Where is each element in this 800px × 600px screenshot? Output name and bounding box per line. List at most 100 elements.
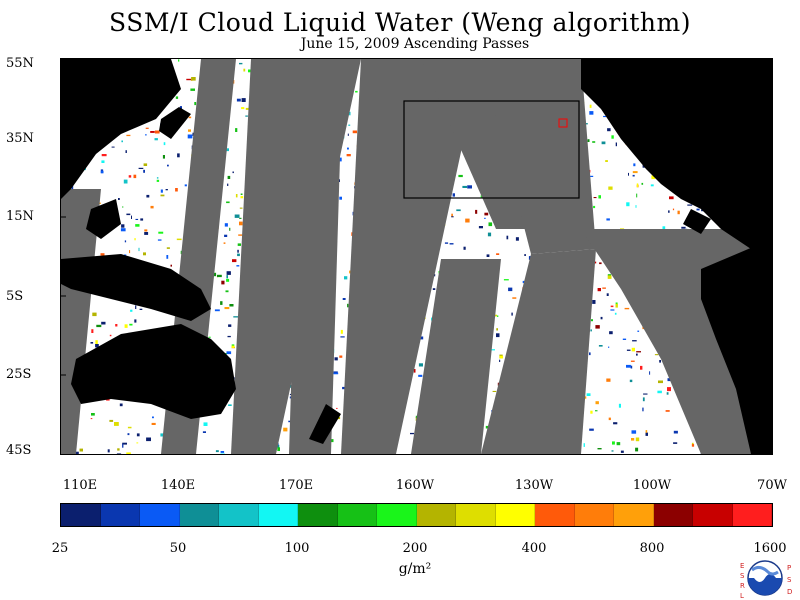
cloud-pixel [512, 297, 517, 299]
cloud-pixel [614, 312, 617, 315]
cloud-pixel [355, 90, 358, 93]
land-masses [61, 59, 772, 454]
logo-letter: E [740, 562, 744, 570]
colorbar-swatch [377, 504, 417, 526]
cloud-pixel [595, 325, 600, 329]
cloud-pixel [342, 298, 346, 300]
cloud-pixel [71, 185, 74, 190]
cloud-pixel [673, 442, 678, 444]
lat-label: 55N [6, 56, 34, 71]
cloud-pixel [346, 154, 351, 157]
cloud-pixel [349, 270, 351, 274]
cloud-pixel [499, 359, 501, 362]
cloud-pixel [632, 340, 637, 342]
cloud-pixel [226, 351, 232, 355]
cloud-pixel [175, 96, 179, 99]
cloud-pixel [598, 195, 601, 199]
cloud-pixel [120, 228, 126, 232]
cloud-pixel [677, 210, 680, 215]
cloud-pixel [497, 382, 499, 386]
cloud-pixel [635, 447, 639, 452]
colorbar-tick-label: 100 [284, 541, 310, 556]
cloud-pixel [150, 205, 154, 209]
cloud-pixel [177, 153, 180, 158]
cloud-pixel [672, 208, 675, 211]
cloud-pixel [488, 222, 493, 227]
cloud-pixel [188, 116, 192, 119]
cloud-pixel [236, 265, 240, 267]
swath-gap [481, 59, 596, 254]
cloud-pixel [589, 104, 592, 108]
cloud-pixel [630, 360, 635, 362]
cloud-pixel [91, 413, 95, 416]
cloud-pixel [241, 98, 246, 102]
cloud-pixel [151, 422, 156, 425]
cloud-pixel [128, 175, 132, 178]
cloud-pixel [243, 68, 246, 72]
cloud-pixel [180, 250, 183, 255]
cloud-pixel [610, 309, 615, 311]
cloud-pixel [643, 393, 648, 395]
cloud-pixel [645, 432, 648, 436]
cloud-pixel [609, 331, 613, 335]
cloud-pixel [170, 264, 172, 267]
cloud-pixel [224, 234, 228, 237]
cloud-pixel [227, 335, 231, 338]
cloud-pixel [191, 77, 196, 81]
cloud-pixel [606, 218, 610, 221]
cloud-pixel [226, 201, 230, 204]
cloud-pixel [492, 390, 497, 392]
cloud-pixel [658, 380, 663, 384]
cloud-pixel [74, 451, 79, 454]
cloud-pixel [667, 387, 671, 392]
cloud-pixel [413, 369, 416, 373]
cloud-pixel [226, 278, 230, 282]
cloud-pixel [140, 218, 144, 221]
logo-letter: P [787, 564, 791, 572]
cloud-pixel [118, 198, 120, 200]
cloud-pixel [160, 189, 163, 193]
cloud-pixel [178, 59, 180, 62]
cloud-pixel [107, 449, 110, 453]
cloud-pixel [127, 433, 130, 436]
cloud-pixel [336, 407, 338, 409]
cloud-pixel [239, 217, 242, 219]
cloud-pixel [329, 439, 334, 443]
cloud-pixel [154, 130, 160, 134]
colorbar-swatch [100, 504, 140, 526]
cloud-pixel [607, 275, 612, 279]
colorbar-swatch [219, 504, 259, 526]
cloud-pixel [90, 342, 94, 344]
cloud-pixel [238, 234, 243, 236]
cloud-pixel [499, 355, 504, 359]
cloud-pixel [129, 323, 133, 326]
map-subtitle: June 15, 2009 Ascending Passes [300, 36, 530, 52]
cloud-pixel [615, 303, 618, 308]
cloud-pixel [615, 302, 618, 305]
cloud-pixel [111, 146, 115, 148]
colorbar-swatch [535, 504, 575, 526]
cloud-pixel [116, 453, 122, 454]
cloud-pixel [626, 202, 630, 207]
cloud-pixel [235, 194, 238, 198]
cloud-pixel [485, 425, 490, 429]
cloud-pixel [157, 239, 162, 241]
cloud-pixel [90, 418, 93, 420]
cloud-pixel [631, 347, 635, 352]
cloud-pixel [458, 174, 463, 178]
cloud-pixel [234, 214, 240, 218]
cloud-pixel [176, 238, 182, 241]
cloud-pixel [245, 115, 248, 117]
cloud-pixel [96, 324, 102, 328]
cloud-pixel [420, 336, 424, 340]
cloud-pixel [232, 171, 234, 174]
swath-gap [341, 59, 481, 454]
cloud-pixel [239, 207, 243, 209]
axis-ticks [61, 137, 66, 376]
colorbar-tick-label: 200 [402, 541, 428, 556]
cloud-pixel [334, 357, 338, 361]
cloud-pixel [121, 224, 125, 228]
lon-label: 140E [160, 478, 196, 493]
cloud-pixel [135, 305, 137, 309]
land-central-america [683, 209, 711, 234]
